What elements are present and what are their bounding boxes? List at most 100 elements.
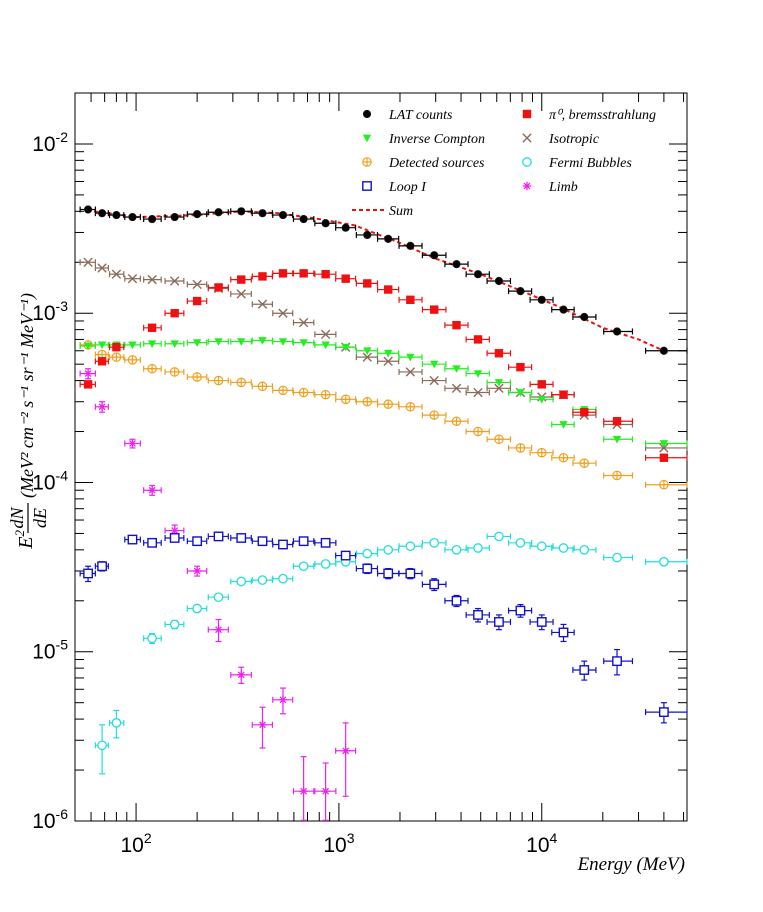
legend-marker bbox=[522, 157, 532, 167]
data-point bbox=[257, 575, 268, 585]
data-point bbox=[405, 367, 416, 377]
data-point bbox=[537, 380, 546, 389]
y-tick-label: 10-3 bbox=[32, 298, 68, 325]
data-point bbox=[384, 349, 393, 358]
data-point bbox=[383, 399, 394, 410]
data-point bbox=[494, 379, 504, 387]
legend-label: Limb bbox=[548, 180, 578, 195]
data-point bbox=[406, 353, 415, 362]
data-point bbox=[558, 543, 569, 553]
data-point bbox=[257, 536, 268, 547]
legend: LAT counts π⁰, bremsstrahlung Inverse Comp… bbox=[352, 108, 656, 219]
data-point bbox=[451, 595, 462, 606]
data-point bbox=[612, 552, 622, 563]
data-point bbox=[341, 746, 350, 755]
data-point bbox=[452, 320, 461, 330]
data-point bbox=[258, 720, 267, 730]
data-point bbox=[278, 385, 288, 396]
plot-border bbox=[74, 92, 688, 822]
data-point bbox=[127, 355, 138, 365]
data-point bbox=[170, 212, 179, 222]
data-point bbox=[147, 486, 157, 495]
data-point bbox=[128, 212, 137, 222]
data-point bbox=[452, 260, 461, 269]
data-point bbox=[97, 740, 107, 751]
series-bremsstrahlung bbox=[79, 269, 688, 462]
data-point bbox=[558, 627, 569, 638]
data-point bbox=[321, 270, 330, 279]
data-point bbox=[83, 342, 93, 351]
data-point bbox=[429, 410, 440, 420]
data-point bbox=[579, 544, 590, 555]
legend-label: Loop I bbox=[388, 180, 427, 195]
data-point bbox=[258, 272, 267, 281]
data-point bbox=[214, 338, 223, 346]
data-point bbox=[494, 276, 504, 286]
y-label-prefix: E2 bbox=[12, 530, 37, 550]
data-point bbox=[278, 210, 288, 220]
data-point bbox=[558, 452, 569, 463]
y-minor-ticks bbox=[75, 92, 687, 822]
data-point bbox=[406, 295, 415, 305]
data-point bbox=[659, 479, 669, 490]
data-point bbox=[298, 561, 309, 572]
data-point bbox=[170, 340, 179, 348]
data-point bbox=[516, 287, 525, 296]
data-point bbox=[341, 223, 350, 232]
data-point bbox=[580, 408, 589, 417]
data-point bbox=[192, 603, 202, 614]
legend-entry: Inverse Compton bbox=[362, 132, 485, 147]
data-point bbox=[516, 389, 525, 397]
data-point bbox=[494, 349, 504, 358]
data-point bbox=[214, 283, 223, 292]
data-point bbox=[363, 279, 372, 288]
data-point bbox=[298, 536, 309, 547]
data-point bbox=[83, 205, 93, 214]
plot-frame bbox=[74, 92, 688, 822]
legend-marker bbox=[522, 181, 532, 191]
legend-marker bbox=[362, 157, 372, 167]
data-point bbox=[363, 230, 372, 240]
legend-entry: Limb bbox=[522, 180, 578, 195]
data-point bbox=[237, 338, 246, 346]
data-point bbox=[659, 440, 669, 448]
data-point bbox=[97, 402, 107, 411]
data-point bbox=[473, 543, 483, 553]
sum-line bbox=[93, 210, 665, 352]
x-minor-ticks bbox=[74, 93, 685, 821]
data-point bbox=[612, 417, 622, 426]
legend-marker bbox=[362, 109, 372, 119]
data-point bbox=[494, 383, 504, 394]
data-point bbox=[148, 214, 157, 224]
data-point bbox=[192, 339, 202, 347]
y-tick-label: 10-5 bbox=[32, 637, 68, 664]
data-point bbox=[97, 357, 107, 366]
data-point bbox=[321, 219, 330, 228]
data-point bbox=[362, 352, 372, 362]
data-point bbox=[147, 363, 157, 374]
data-point bbox=[536, 617, 547, 627]
data-point bbox=[612, 656, 622, 667]
data-point bbox=[451, 383, 462, 394]
data-point bbox=[237, 207, 246, 216]
data-point bbox=[192, 536, 203, 547]
data-point bbox=[127, 534, 138, 545]
data-point bbox=[384, 285, 393, 294]
data-point bbox=[515, 443, 526, 453]
data-point bbox=[236, 289, 246, 299]
data-point bbox=[128, 341, 137, 350]
data-point bbox=[321, 341, 330, 350]
data-point bbox=[430, 360, 439, 369]
data-point bbox=[147, 323, 157, 333]
data-point bbox=[429, 375, 439, 386]
data-layer bbox=[79, 205, 688, 821]
data-point bbox=[128, 439, 137, 448]
legend-entry: Fermi Bubbles bbox=[522, 156, 632, 171]
data-point bbox=[169, 619, 180, 630]
data-point bbox=[97, 561, 107, 572]
legend-label: π⁰, bremsstrahlung bbox=[549, 108, 656, 123]
data-point bbox=[384, 234, 393, 243]
data-point bbox=[192, 566, 202, 576]
x-axis-label: Energy (MeV) bbox=[577, 854, 685, 875]
data-point bbox=[516, 362, 525, 372]
